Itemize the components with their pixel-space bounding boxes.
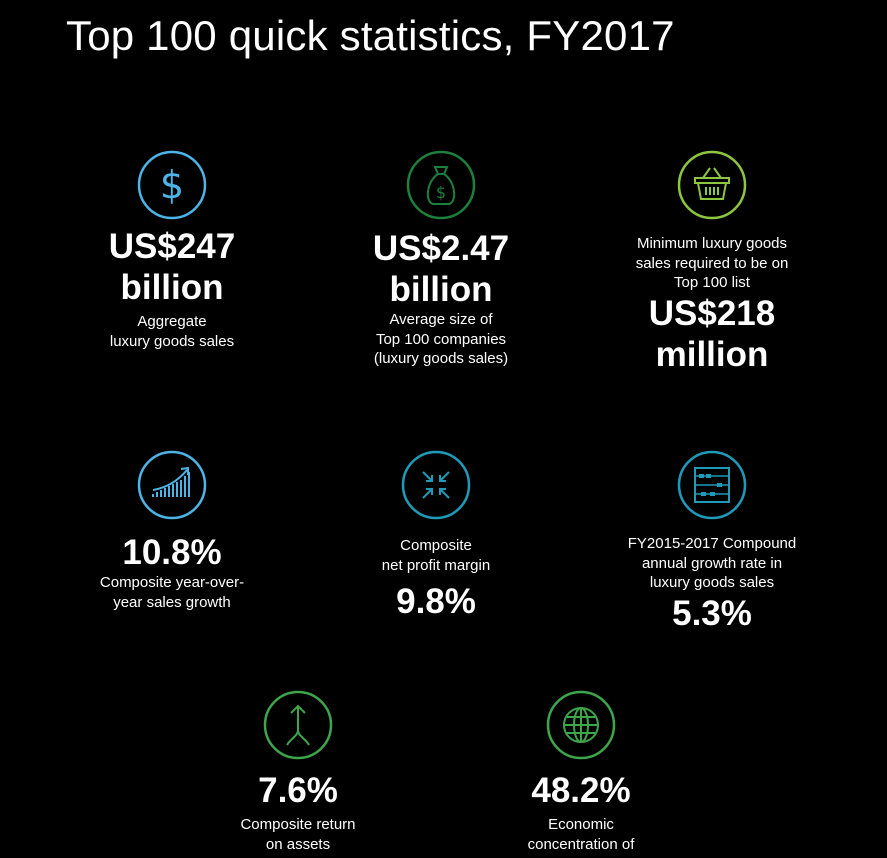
stat-value: million — [655, 334, 769, 374]
stat-value: billion — [389, 270, 493, 309]
globe-icon — [546, 690, 616, 760]
stat-aggregate-sales: $ US$247 billion Aggregate luxury goods … — [52, 150, 292, 351]
merge-arrow-icon — [263, 690, 333, 760]
stat-description: Minimum luxury goods — [636, 235, 788, 252]
stat-description: concentration of — [527, 835, 635, 853]
stat-value: US$218 — [648, 293, 776, 333]
svg-text:$: $ — [160, 163, 184, 207]
stat-minimum-sales: Minimum luxury goods sales required to b… — [592, 150, 832, 375]
stat-description: Top 100 companies — [375, 330, 507, 348]
dollar-icon: $ — [137, 150, 207, 220]
stat-description: year sales growth — [113, 593, 231, 611]
stat-value: 48.2% — [531, 771, 631, 810]
stat-return-on-assets: 7.6% Composite return on assets — [178, 690, 418, 854]
stat-description: Composite return — [240, 816, 356, 833]
stat-description: luxury goods sales — [649, 574, 775, 591]
compress-arrows-icon — [401, 450, 471, 520]
stat-value: US$2.47 — [372, 229, 510, 268]
stat-description: Economic — [548, 816, 614, 833]
basket-icon — [677, 150, 747, 220]
stat-economic-concentration: 48.2% Economic concentration of — [461, 690, 701, 854]
stat-description: luxury goods sales — [109, 332, 235, 350]
stat-description: Top 100 list — [674, 274, 750, 291]
stat-average-size: $ US$2.47 billion Average size of Top 10… — [321, 150, 561, 369]
stat-value: 7.6% — [258, 771, 338, 810]
money-bag-icon: $ — [406, 150, 476, 220]
stat-value: 9.8% — [396, 582, 476, 621]
stat-net-profit-margin: Composite net profit margin 9.8% — [316, 450, 556, 622]
stat-description: annual growth rate in — [641, 554, 783, 572]
stat-description: on assets — [265, 835, 331, 853]
stat-description: Aggregate — [137, 313, 207, 330]
growth-chart-icon — [137, 450, 207, 520]
stat-description: FY2015-2017 Compound — [627, 535, 797, 552]
stat-cagr: FY2015-2017 Compound annual growth rate … — [592, 450, 832, 634]
stat-description: Average size of — [389, 311, 493, 328]
stat-description: sales required to be on — [635, 254, 789, 272]
svg-text:$: $ — [436, 183, 446, 202]
stat-description: Composite year-over- — [99, 574, 245, 591]
stat-value: 5.3% — [672, 593, 752, 633]
stat-value: US$247 — [108, 227, 236, 266]
stat-description: net profit margin — [381, 556, 491, 574]
stat-value: billion — [120, 268, 224, 307]
stat-sales-growth: 10.8% Composite year-over- year sales gr… — [52, 450, 292, 612]
stat-value: 10.8% — [122, 533, 222, 572]
stat-description: (luxury goods sales) — [373, 350, 509, 367]
page-title: Top 100 quick statistics, FY2017 — [66, 12, 675, 59]
abacus-icon — [677, 450, 747, 520]
stat-description: Composite — [400, 537, 472, 554]
